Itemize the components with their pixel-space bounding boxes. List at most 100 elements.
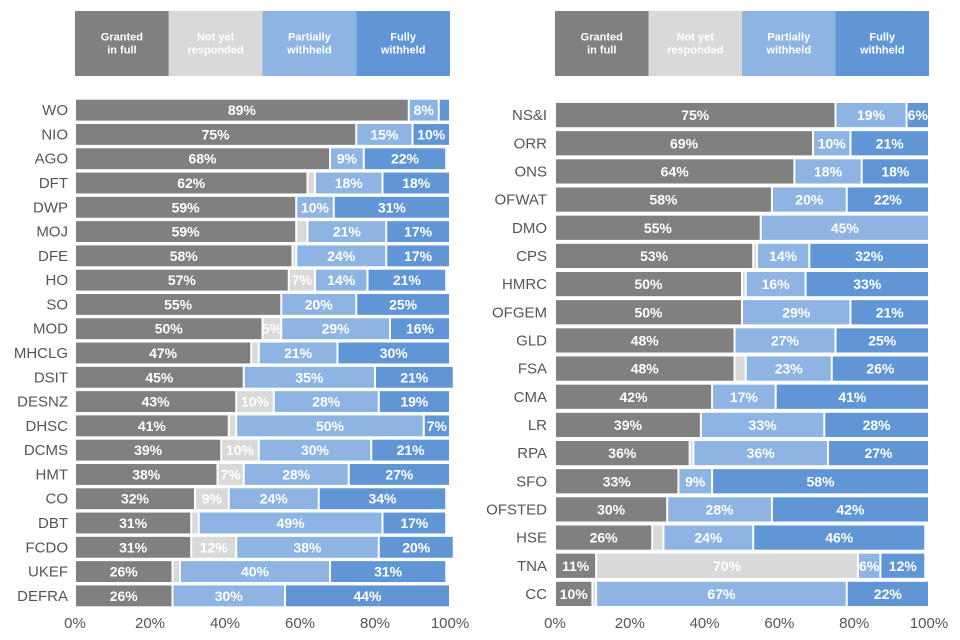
data-label-granted: 58% bbox=[170, 248, 199, 264]
data-label-granted: 33% bbox=[603, 473, 632, 489]
x-tick-label: 20% bbox=[135, 615, 165, 632]
data-label-fully-withheld: 44% bbox=[353, 588, 382, 604]
data-label-partially-withheld: 28% bbox=[706, 501, 735, 517]
bar-segment-granted bbox=[76, 366, 243, 388]
data-label-granted: 30% bbox=[597, 501, 626, 517]
bar-row-tna: TNA 11% 70% 6% 12% bbox=[517, 553, 925, 578]
bar-row-dwp: DWP 59% 10% 31% bbox=[33, 196, 449, 218]
bar-segment-granted bbox=[556, 497, 667, 522]
data-label-not-responded: 7% bbox=[221, 466, 242, 482]
bar-segment-fully-withheld bbox=[372, 439, 449, 461]
bar-segment-granted bbox=[556, 384, 712, 409]
data-label-fully-withheld: 33% bbox=[853, 276, 882, 292]
bar-segment-fully-withheld bbox=[376, 366, 453, 388]
bar-row-sfo: SFO 33% 9% 58% bbox=[516, 469, 928, 494]
data-label-fully-withheld: 25% bbox=[389, 296, 418, 312]
data-label-partially-withheld: 29% bbox=[782, 304, 811, 320]
bar-segment-not-responded bbox=[237, 391, 273, 413]
bar-row-ofgem: OFGEM 50% 29% 21% bbox=[492, 300, 928, 325]
bar-segment-not-responded bbox=[289, 269, 314, 291]
category-label: FCDO bbox=[26, 539, 69, 556]
data-label-granted: 69% bbox=[670, 135, 699, 151]
data-label-granted: 75% bbox=[681, 107, 710, 123]
bar-segment-granted bbox=[556, 525, 652, 550]
bar-segment-partially-withheld bbox=[746, 356, 831, 381]
bar-segment-fully-withheld bbox=[383, 512, 446, 534]
data-label-fully-withheld: 22% bbox=[391, 151, 420, 167]
chart-panel-1: Granted in full Not yet responded Partially w… bbox=[14, 11, 469, 632]
data-label-partially-withheld: 29% bbox=[322, 321, 351, 337]
bar-segment-partially-withheld bbox=[282, 293, 356, 315]
bar-segment-partially-withheld bbox=[357, 123, 412, 145]
bar-segment-partially-withheld bbox=[244, 463, 348, 485]
data-label-partially-withheld: 30% bbox=[301, 442, 330, 458]
category-label: HO bbox=[46, 272, 69, 289]
category-label: DESNZ bbox=[17, 394, 68, 411]
bar-segment-fully-withheld bbox=[379, 391, 449, 413]
bar-segment-fully-withheld bbox=[832, 356, 928, 381]
bar-segment-partially-withheld bbox=[259, 342, 337, 364]
bar-segment-granted bbox=[76, 536, 191, 558]
data-label-not-responded: 5% bbox=[262, 321, 283, 337]
bar-segment-fully-withheld bbox=[413, 123, 449, 145]
data-label-fully-withheld: 21% bbox=[397, 442, 426, 458]
data-label-partially-withheld: 20% bbox=[305, 296, 334, 312]
bar-segment-granted bbox=[556, 328, 734, 353]
data-label-partially-withheld: 27% bbox=[771, 332, 800, 348]
bar-segment-fully-withheld bbox=[881, 553, 925, 578]
bar-segment-fully-withheld bbox=[391, 318, 449, 340]
legend-item-granted: Granted in full bbox=[75, 11, 169, 76]
data-label-partially-withheld: 10% bbox=[818, 135, 847, 151]
data-label-granted: 55% bbox=[164, 296, 193, 312]
bar-row-hse: HSE 26% 24% 46% bbox=[516, 525, 925, 550]
bar-segment-not-responded bbox=[754, 243, 756, 269]
bar-segment-partially-withheld bbox=[199, 512, 382, 534]
legend-swatch-fully-withheld bbox=[835, 11, 929, 76]
category-label: TNA bbox=[517, 558, 547, 575]
bar-segment-partially-withheld bbox=[331, 148, 363, 170]
bar-segment-fully-withheld bbox=[334, 196, 449, 218]
category-label: DHSC bbox=[25, 418, 68, 435]
category-label: DBT bbox=[38, 515, 68, 532]
category-label: WO bbox=[42, 102, 68, 119]
bar-segment-partially-withheld bbox=[316, 172, 382, 194]
data-label-granted: 89% bbox=[228, 102, 257, 118]
data-label-granted: 31% bbox=[119, 539, 148, 555]
data-label-fully-withheld: 18% bbox=[402, 175, 431, 191]
legend-label-granted: Granted in full bbox=[581, 32, 623, 57]
data-label-partially-withheld: 28% bbox=[312, 394, 341, 410]
category-label: DMO bbox=[512, 220, 547, 237]
category-label: HMT bbox=[36, 466, 69, 483]
bar-segment-partially-withheld bbox=[701, 412, 824, 438]
data-label-partially-withheld: 15% bbox=[370, 126, 399, 142]
data-label-partially-withheld: 10% bbox=[301, 199, 330, 215]
bar-segment-granted bbox=[76, 245, 292, 267]
data-label-partially-withheld: 19% bbox=[857, 107, 886, 123]
bar-segment-partially-withheld bbox=[597, 581, 846, 607]
data-label-not-responded: 10% bbox=[226, 442, 255, 458]
data-label-not-responded: 9% bbox=[202, 491, 223, 507]
bar-segment-granted bbox=[556, 187, 771, 212]
x-tick-label: 60% bbox=[285, 615, 315, 632]
legend-label-granted: Granted in full bbox=[101, 32, 143, 57]
bar-segment-granted bbox=[556, 581, 592, 607]
bar-segment-partially-withheld bbox=[229, 488, 318, 510]
data-label-fully-withheld: 31% bbox=[374, 564, 403, 580]
bar-row-cps: CPS 53% 14% 32% bbox=[516, 243, 928, 269]
bar-segment-fully-withheld bbox=[379, 536, 453, 558]
bar-segment-fully-withheld bbox=[772, 497, 928, 522]
bar-segment-not-responded bbox=[735, 356, 745, 381]
legend-swatch-not-responded bbox=[168, 11, 263, 76]
category-label: MOD bbox=[33, 321, 68, 338]
bar-row-dhsc: DHSC 41% 50% 7% bbox=[25, 415, 449, 437]
data-label-fully-withheld: 19% bbox=[400, 394, 429, 410]
bar-segment-partially-withheld bbox=[316, 269, 367, 291]
bar-row-mod: MOD 50% 5% 29% 16% bbox=[33, 318, 449, 340]
category-label: LR bbox=[528, 417, 547, 434]
bar-row-ofwat: OFWAT 58% 20% 22% bbox=[495, 187, 928, 212]
bar-segment-fully-withheld bbox=[319, 488, 446, 510]
x-tick-label: 80% bbox=[839, 615, 869, 632]
bar-segment-partially-withheld bbox=[297, 245, 386, 267]
bar-segment-granted bbox=[76, 391, 236, 413]
data-label-not-responded: 70% bbox=[713, 558, 742, 574]
